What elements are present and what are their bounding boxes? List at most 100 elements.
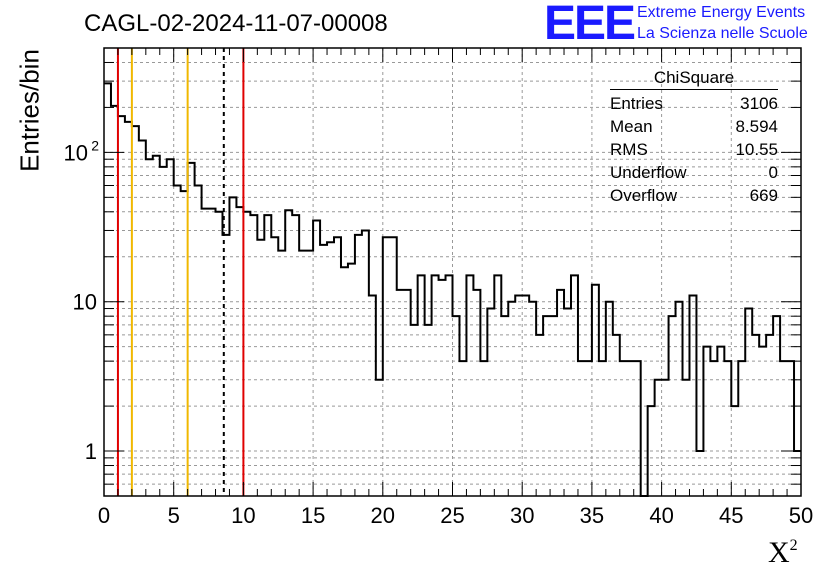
x-axis-label: X2 [768, 536, 798, 569]
histogram-bin [710, 361, 717, 496]
histogram-bin [731, 406, 738, 496]
stats-label: Mean [610, 117, 653, 136]
histogram-bin [418, 275, 425, 496]
histogram-bin [487, 309, 494, 496]
histogram-bin [257, 240, 264, 496]
histogram-bin [334, 237, 341, 496]
chart-title: CAGL-02-2024-11-07-00008 [84, 10, 388, 37]
x-tick-label: 30 [510, 503, 534, 528]
histogram-bin [118, 116, 125, 496]
x-tick-label: 50 [789, 503, 813, 528]
stats-value: 10.55 [735, 140, 778, 159]
histogram-bin [508, 302, 515, 496]
stats-value: 669 [749, 186, 778, 205]
histogram-bin [453, 316, 460, 496]
histogram-bin [327, 242, 334, 496]
eee-logo: EEE [544, 0, 636, 50]
stats-label: Overflow [610, 186, 678, 205]
histogram-bin [299, 251, 306, 496]
histogram-bin [515, 296, 522, 496]
stats-value: 0 [768, 163, 778, 182]
histogram-bin [104, 83, 111, 496]
histogram-bin [613, 335, 620, 496]
histogram-bin [383, 237, 390, 496]
histogram-bin [153, 156, 160, 496]
histogram-bin [174, 186, 181, 496]
histogram-bin [599, 361, 606, 496]
histogram-bars [104, 82, 801, 497]
histogram-bin [529, 302, 536, 496]
histogram-bin [627, 361, 634, 496]
histogram-bin [494, 275, 501, 496]
histogram-bin [676, 302, 683, 496]
marker-lines [116, 48, 245, 496]
histogram-bin [236, 207, 243, 496]
x-tick-label: 25 [440, 503, 464, 528]
histogram-bin [578, 361, 585, 496]
histogram-bin [773, 316, 780, 496]
histogram-bin [209, 209, 216, 496]
y-tick-label: 10 [73, 290, 97, 315]
histogram-bin [146, 159, 153, 496]
histogram-bin [202, 209, 209, 496]
histogram-bin [411, 325, 418, 496]
x-tick-label: 5 [168, 503, 180, 528]
stats-row: Mean 8.594 [610, 115, 778, 138]
histogram-bin [466, 275, 473, 496]
histogram-bin [188, 163, 195, 496]
histogram-bin [648, 406, 655, 496]
histogram-bin [111, 106, 118, 496]
histogram-bin [181, 191, 188, 496]
histogram-bin [717, 347, 724, 496]
histogram-bin [724, 361, 731, 496]
axis-ticks [103, 47, 802, 497]
histogram-bin [390, 237, 397, 496]
histogram-bin [585, 361, 592, 496]
y-tick-label: 1 [85, 439, 97, 464]
histogram-bin [376, 380, 383, 496]
histogram-bin [480, 361, 487, 496]
histogram-bin [745, 309, 752, 496]
histogram-bin [655, 380, 662, 496]
histogram-bin [195, 186, 202, 496]
histogram-bin [439, 280, 446, 496]
histogram-bin [446, 275, 453, 496]
histogram-bin [787, 361, 794, 496]
histogram-bin [167, 159, 174, 496]
x-tick-label: 20 [371, 503, 395, 528]
stats-label: Entries [610, 94, 663, 113]
x-tick-label: 15 [301, 503, 325, 528]
histogram-bin [432, 275, 439, 496]
x-tick-label: 45 [719, 503, 743, 528]
histogram-bin [592, 285, 599, 496]
y-tick-label: 10 [64, 140, 88, 165]
stats-label: Underflow [610, 163, 687, 182]
logo-text-line1: Extreme Energy Events [637, 4, 806, 21]
stats-label: RMS [610, 140, 648, 159]
stats-title: ChiSquare [610, 68, 778, 90]
histogram-bin [160, 167, 167, 496]
histogram-bin [229, 197, 236, 496]
stats-box: ChiSquare Entries 3106 Mean 8.594 RMS 10.55 Un… [610, 68, 778, 207]
histogram-bin [662, 380, 669, 496]
stats-row: Overflow 669 [610, 184, 778, 207]
histogram-bin [696, 451, 703, 496]
histogram-bin [341, 267, 348, 496]
histogram-bin [125, 122, 132, 496]
histogram-bin [139, 141, 146, 496]
histogram-bin [669, 316, 676, 496]
histogram-bin [264, 215, 271, 496]
histogram-bin [620, 361, 627, 496]
stats-value: 3106 [740, 94, 778, 113]
histogram-bin [216, 212, 223, 496]
histogram-bin [243, 212, 250, 496]
x-tick-label: 0 [98, 503, 110, 528]
histogram-bin [550, 316, 557, 496]
stats-row: Entries 3106 [610, 92, 778, 115]
histogram-bin [285, 210, 292, 496]
histogram-bin [780, 361, 787, 496]
histogram-bin [278, 251, 285, 496]
histogram-bin [362, 230, 369, 496]
